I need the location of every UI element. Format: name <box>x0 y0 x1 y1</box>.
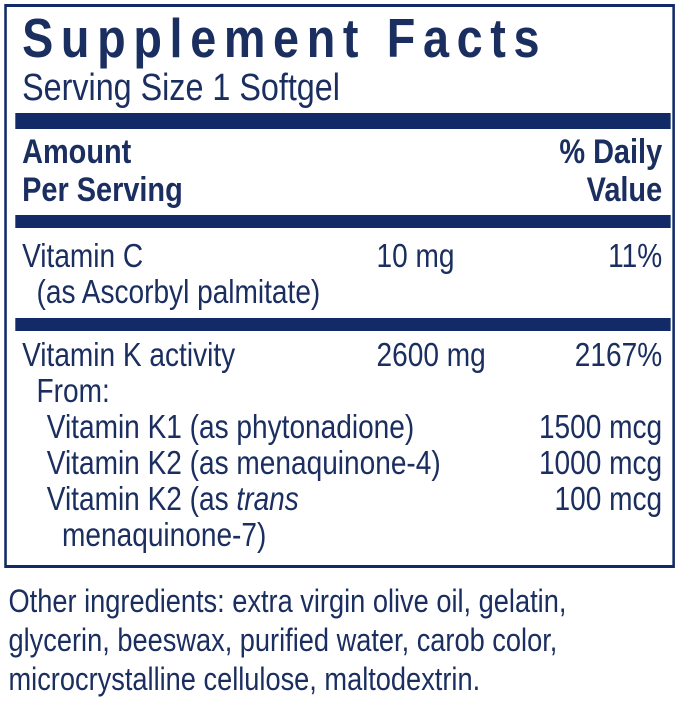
nutrient-name-continued: menaquinone-7) <box>62 516 267 553</box>
column-headers: Amount Per Serving % Daily Value <box>22 133 662 209</box>
nutrient-amount: 1000 mcg <box>538 444 663 481</box>
nutrient-name: Vitamin K2 (as trans <box>22 481 554 517</box>
other-ingredients: Other ingredients: extra virgin olive oi… <box>8 583 567 697</box>
supplement-label: Supplement Facts Serving Size 1 Softgel … <box>0 4 679 699</box>
nutrient-row-vitamin-k1: Vitamin K1 (as phytonadione) 1500 mcg <box>22 409 662 445</box>
from-label: From: <box>36 372 110 409</box>
amount-column-header: Amount Per Serving <box>22 133 183 209</box>
serving-size: Serving Size 1 Softgel <box>22 67 340 109</box>
nutrient-row-vitamin-k2-mk4: Vitamin K2 (as menaquinone-4) 1000 mcg <box>22 445 662 481</box>
amount-header-line1: Amount <box>22 133 132 171</box>
daily-value-column-header: % Daily Value <box>559 133 662 209</box>
nutrient-name-prefix: Vitamin K2 (as <box>46 480 237 517</box>
nutrient-row-vitamin-c: Vitamin C 10 mg 11% <box>22 238 662 274</box>
nutrient-amount: 100 mcg <box>554 480 663 517</box>
divider-bar-middle <box>15 318 671 331</box>
nutrient-row-vitamin-k2-mk7: Vitamin K2 (as trans 100 mcg <box>22 481 662 517</box>
nutrient-name: Vitamin K2 (as menaquinone-4) <box>46 444 441 481</box>
supplement-facts-panel: Supplement Facts Serving Size 1 Softgel … <box>4 4 675 568</box>
dv-header-line1: % Daily <box>559 133 663 171</box>
nutrient-name: Vitamin K activity <box>22 336 236 373</box>
nutrient-name-italic: trans <box>236 480 299 517</box>
nutrient-source-vitamin-c: (as Ascorbyl palmitate) <box>36 273 321 310</box>
nutrient-name: Vitamin K1 (as phytonadione) <box>46 408 415 445</box>
panel-title: Supplement Facts <box>22 7 548 69</box>
nutrient-amount: 1500 mcg <box>538 408 663 445</box>
nutrient-amount: 2600 mg <box>376 336 486 373</box>
nutrient-amount: 10 mg <box>376 237 455 274</box>
divider-bar-header <box>15 215 671 228</box>
nutrient-name: Vitamin C <box>22 237 144 274</box>
nutrient-daily-value: 2167% <box>574 336 663 373</box>
nutrient-row-vitamin-k: Vitamin K activity 2600 mg 2167% <box>22 337 662 373</box>
nutrient-daily-value: 11% <box>608 237 663 274</box>
divider-bar-top <box>15 113 671 129</box>
dv-header-line2: Value <box>586 171 663 209</box>
amount-header-line2: Per Serving <box>22 171 183 209</box>
